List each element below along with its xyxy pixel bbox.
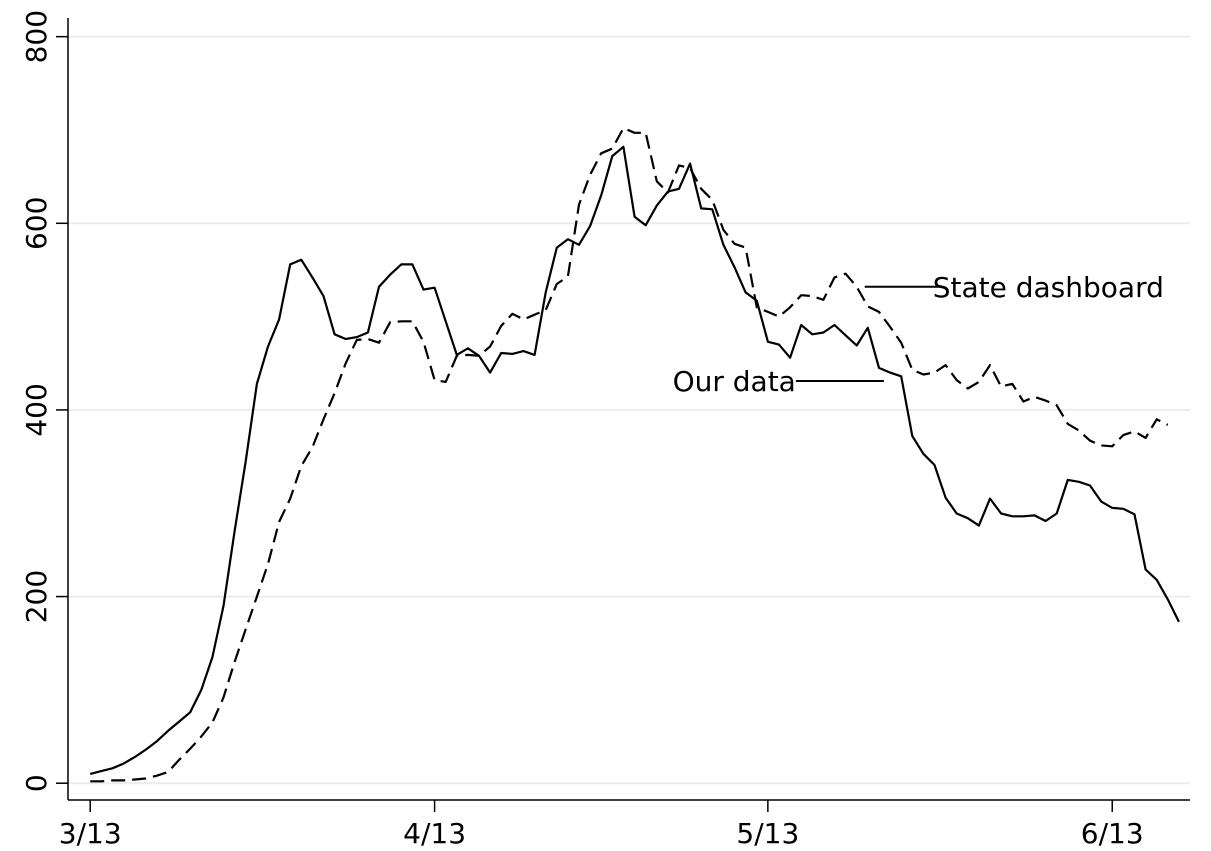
y-tick-label: 0	[20, 774, 53, 792]
annotation-our-data: Our data	[673, 365, 796, 398]
y-tick-label: 200	[20, 570, 53, 623]
series-line-state-dashboard	[90, 127, 1169, 783]
x-ticks: 3/13 4/13 5/13 6/13	[59, 800, 1144, 850]
gridlines	[68, 35, 1190, 785]
x-tick-label: 4/13	[403, 817, 466, 850]
x-tick-label: 6/13	[1081, 817, 1144, 850]
series-line-our-data	[89, 145, 1180, 775]
series-lines	[89, 127, 1180, 783]
axes	[67, 18, 1190, 801]
y-ticks: 0 200 400 600 800	[20, 10, 68, 792]
y-tick-label: 400	[20, 383, 53, 436]
x-tick-label: 5/13	[736, 817, 799, 850]
x-tick-label: 3/13	[59, 817, 122, 850]
annotation-state-dashboard: State dashboard	[933, 271, 1164, 304]
y-tick-label: 600	[20, 197, 53, 250]
series-annotations: State dashboard Our data	[673, 271, 1164, 398]
y-tick-label: 800	[20, 10, 53, 63]
